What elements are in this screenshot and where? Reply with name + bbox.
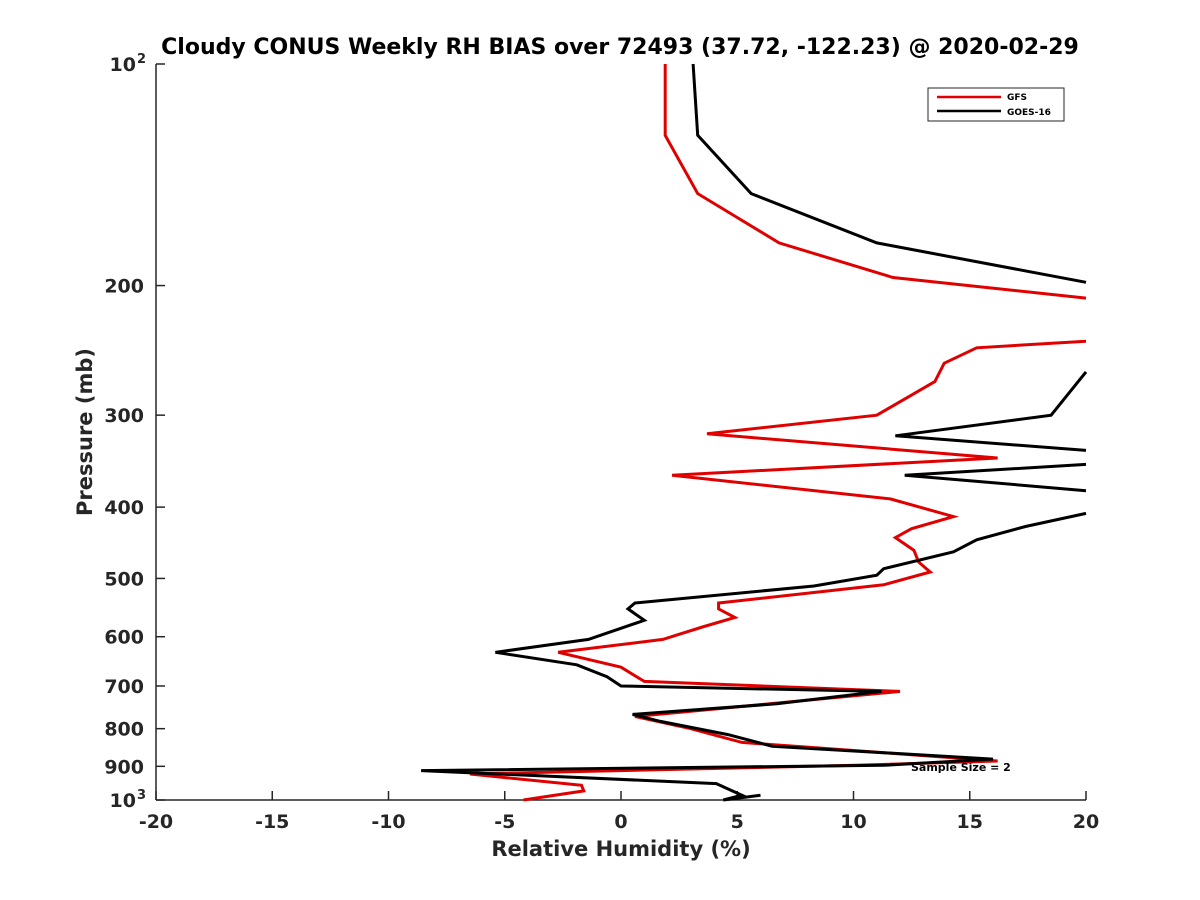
x-tick-label: 5 (731, 811, 744, 833)
y-tick-label: 300 (104, 405, 144, 427)
y-tick-label: 600 (104, 627, 144, 649)
legend-box (927, 87, 1065, 122)
y-axis-label: Pressure (mb) (73, 348, 97, 516)
series-line-goes16 (691, 63, 1087, 284)
x-tick-label: -5 (494, 811, 515, 833)
x-ticks: -20 -15 -10 -5 0 5 10 15 20 (139, 791, 1099, 833)
x-tick-label: -20 (139, 811, 173, 833)
x-tick-label: 20 (1073, 811, 1099, 833)
y-tick-label: 400 (104, 497, 144, 519)
legend-label-goes16: GOES-16 (1007, 108, 1051, 118)
y-tick-label: 200 (104, 276, 144, 298)
series-line-goes16 (904, 462, 1087, 493)
y-tick-label: 10 (110, 790, 136, 812)
x-tick-label: -10 (371, 811, 405, 833)
y-tick-label: 900 (104, 756, 144, 778)
y-tick-label: 500 (104, 568, 144, 590)
legend: GFS GOES-16 (927, 87, 1065, 122)
x-tick-label: 10 (840, 811, 866, 833)
series-line-goes16 (421, 511, 1087, 802)
y-tick-label: 10 (110, 54, 136, 76)
y-tick-exponent: 2 (137, 52, 146, 67)
x-tick-label: 0 (614, 811, 627, 833)
x-tick-label: 15 (957, 811, 983, 833)
x-tick-label: -15 (255, 811, 289, 833)
y-tick-label: 800 (104, 719, 144, 741)
series-lines (421, 63, 1088, 802)
legend-label-gfs: GFS (1007, 93, 1027, 103)
y-tick-label: 700 (104, 676, 144, 698)
x-axis-label: Relative Humidity (%) (491, 837, 750, 861)
series-line-gfs (663, 64, 1087, 300)
plot-axes (155, 64, 1086, 801)
y-tick-exponent: 3 (137, 788, 146, 803)
series-line-gfs (469, 339, 1087, 802)
sample-size-annotation: Sample Size = 2 (911, 761, 1011, 774)
series-line-goes16 (895, 370, 1088, 452)
chart-title: Cloudy CONUS Weekly RH BIAS over 72493 (… (161, 35, 1079, 60)
